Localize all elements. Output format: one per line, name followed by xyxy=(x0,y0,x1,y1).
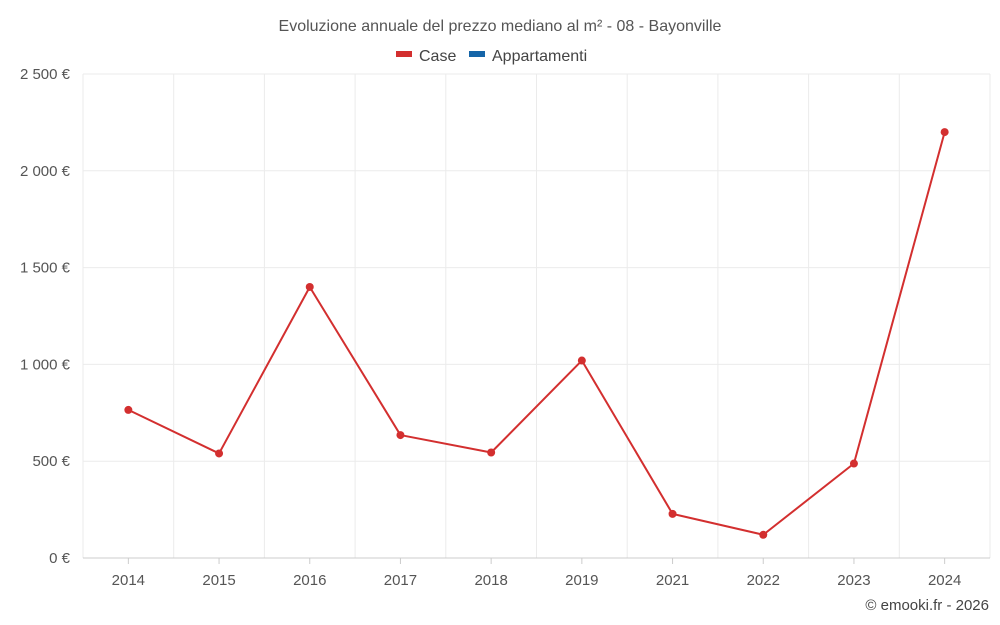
data-point[interactable] xyxy=(396,431,405,440)
series-line-case xyxy=(127,131,946,536)
y-tick-label: 1 000 € xyxy=(20,356,71,373)
chart-title: Evoluzione annuale del prezzo mediano al… xyxy=(279,18,722,35)
x-tick-label: 2021 xyxy=(656,572,689,589)
legend-swatch-appartamenti xyxy=(469,51,485,57)
x-tick-label: 2024 xyxy=(928,572,961,589)
data-point[interactable] xyxy=(577,356,586,365)
legend-item-appartamenti[interactable]: Appartamenti xyxy=(469,48,587,65)
data-point[interactable] xyxy=(940,128,949,137)
series-case xyxy=(124,128,949,539)
y-tick-label: 500 € xyxy=(32,453,70,470)
data-point[interactable] xyxy=(487,448,496,457)
legend-label-appartamenti: Appartamenti xyxy=(492,48,587,65)
data-point[interactable] xyxy=(668,509,677,518)
legend-item-case[interactable]: Case xyxy=(396,48,456,65)
x-tick-label: 2014 xyxy=(112,572,145,589)
data-point[interactable] xyxy=(215,449,224,458)
legend-swatch-case xyxy=(396,51,412,57)
data-point[interactable] xyxy=(759,530,768,539)
x-tick-label: 2017 xyxy=(384,572,417,589)
x-tick-label: 2018 xyxy=(474,572,507,589)
x-axis-ticks: 2014 2015 2016 2017 2018 2019 2021 2022 2023 2024 xyxy=(112,558,961,589)
x-tick-label: 2023 xyxy=(837,572,870,589)
y-tick-label: 2 000 € xyxy=(20,163,71,180)
x-tick-label: 2022 xyxy=(747,572,780,589)
grid xyxy=(82,73,991,559)
data-point[interactable] xyxy=(124,405,133,414)
legend-label-case: Case xyxy=(419,48,456,65)
legend: Case Appartamenti xyxy=(396,48,587,65)
y-tick-label: 2 500 € xyxy=(20,66,71,83)
data-point[interactable] xyxy=(849,459,858,468)
data-point[interactable] xyxy=(305,282,314,291)
x-tick-label: 2019 xyxy=(565,572,598,589)
credit-text: © emooki.fr - 2026 xyxy=(865,597,989,614)
x-tick-label: 2015 xyxy=(202,572,235,589)
y-tick-label: 0 € xyxy=(49,550,71,567)
x-tick-label: 2016 xyxy=(293,572,326,589)
y-axis-ticks: 0 € 500 € 1 000 € 1 500 € 2 000 € 2 500 € xyxy=(20,66,71,567)
y-tick-label: 1 500 € xyxy=(20,260,71,277)
